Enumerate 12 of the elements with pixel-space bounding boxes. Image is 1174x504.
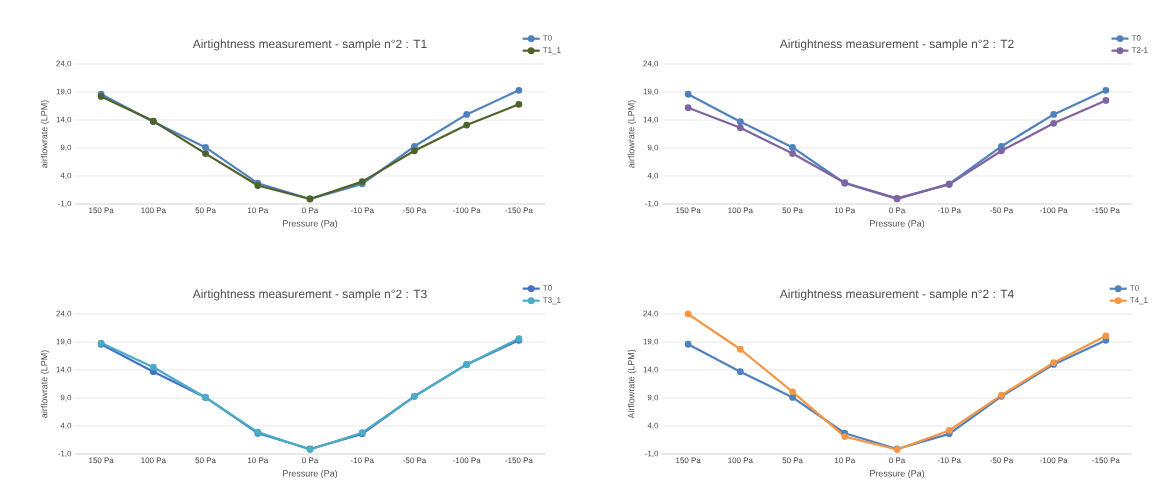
y-axis-title: airflowrate (LPM) [627,100,637,168]
y-axis-title: Airflowrate (LPM) [627,349,637,419]
chart-title: Airtightness measurement - sample n°2 : T1 [192,39,427,51]
chart-title: Airtightness measurement - sample n°2 : T4 [779,289,1014,301]
x-axis-title: Pressure (Pa) [283,469,338,479]
chart-title: Airtightness measurement - sample n°2 : T2 [779,39,1014,51]
y-axis-title: airflowrate (LPM) [40,100,50,168]
x-axis-title: Pressure (Pa) [283,219,338,229]
x-axis-title: Pressure (Pa) [870,469,925,479]
x-axis-title: Pressure (Pa) [870,219,925,229]
chart-title: Airtightness measurement - sample n°2 : T3 [192,289,427,301]
y-axis-title: airflowrate (LPM) [40,350,50,418]
